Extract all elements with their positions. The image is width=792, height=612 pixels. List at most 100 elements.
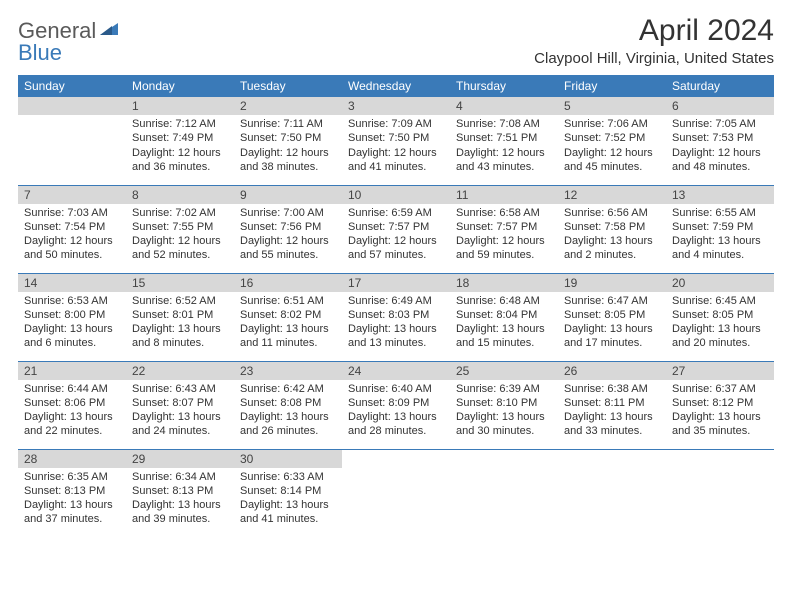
- daylight-line-1: Daylight: 13 hours: [240, 410, 336, 424]
- daylight-line-1: Daylight: 13 hours: [672, 322, 768, 336]
- sunset-line: Sunset: 7:54 PM: [24, 220, 120, 234]
- calendar-cell: 12Sunrise: 6:56 AMSunset: 7:58 PMDayligh…: [558, 185, 666, 273]
- sunrise-line: Sunrise: 7:05 AM: [672, 117, 768, 131]
- daylight-line-2: and 37 minutes.: [24, 512, 120, 526]
- sunset-line: Sunset: 7:51 PM: [456, 131, 552, 145]
- sunset-line: Sunset: 8:09 PM: [348, 396, 444, 410]
- day-number: [558, 450, 666, 468]
- day-details: Sunrise: 6:51 AMSunset: 8:02 PMDaylight:…: [234, 292, 342, 355]
- calendar-cell: [666, 449, 774, 537]
- day-details: Sunrise: 7:00 AMSunset: 7:56 PMDaylight:…: [234, 204, 342, 267]
- day-details: Sunrise: 6:56 AMSunset: 7:58 PMDaylight:…: [558, 204, 666, 267]
- day-number: 7: [18, 186, 126, 204]
- daylight-line-2: and 28 minutes.: [348, 424, 444, 438]
- daylight-line-2: and 22 minutes.: [24, 424, 120, 438]
- day-details: Sunrise: 6:55 AMSunset: 7:59 PMDaylight:…: [666, 204, 774, 267]
- day-number: 24: [342, 362, 450, 380]
- day-header-friday: Friday: [558, 75, 666, 97]
- sunrise-line: Sunrise: 7:08 AM: [456, 117, 552, 131]
- day-details: Sunrise: 7:02 AMSunset: 7:55 PMDaylight:…: [126, 204, 234, 267]
- sunset-line: Sunset: 7:50 PM: [348, 131, 444, 145]
- day-header-monday: Monday: [126, 75, 234, 97]
- calendar-cell: 15Sunrise: 6:52 AMSunset: 8:01 PMDayligh…: [126, 273, 234, 361]
- daylight-line-1: Daylight: 13 hours: [672, 234, 768, 248]
- sunrise-line: Sunrise: 7:03 AM: [24, 206, 120, 220]
- sunset-line: Sunset: 8:12 PM: [672, 396, 768, 410]
- calendar-cell: 24Sunrise: 6:40 AMSunset: 8:09 PMDayligh…: [342, 361, 450, 449]
- calendar-cell: 22Sunrise: 6:43 AMSunset: 8:07 PMDayligh…: [126, 361, 234, 449]
- daylight-line-2: and 52 minutes.: [132, 248, 228, 262]
- sunrise-line: Sunrise: 6:34 AM: [132, 470, 228, 484]
- day-number: [18, 97, 126, 115]
- sunrise-line: Sunrise: 6:58 AM: [456, 206, 552, 220]
- day-number: 11: [450, 186, 558, 204]
- daylight-line-1: Daylight: 12 hours: [132, 234, 228, 248]
- day-details: Sunrise: 6:44 AMSunset: 8:06 PMDaylight:…: [18, 380, 126, 443]
- sunrise-line: Sunrise: 6:49 AM: [348, 294, 444, 308]
- calendar-cell: 19Sunrise: 6:47 AMSunset: 8:05 PMDayligh…: [558, 273, 666, 361]
- daylight-line-1: Daylight: 12 hours: [672, 146, 768, 160]
- daylight-line-1: Daylight: 13 hours: [564, 322, 660, 336]
- daylight-line-1: Daylight: 12 hours: [456, 234, 552, 248]
- sunrise-line: Sunrise: 6:56 AM: [564, 206, 660, 220]
- day-details: Sunrise: 6:35 AMSunset: 8:13 PMDaylight:…: [18, 468, 126, 531]
- calendar-week-row: 7 Sunrise: 7:03 AMSunset: 7:54 PM Daylight…: [18, 185, 774, 273]
- header: General April 2024 Claypool Hill, Virgin…: [18, 14, 774, 67]
- day-number: 22: [126, 362, 234, 380]
- sunset-line: Sunset: 8:13 PM: [132, 484, 228, 498]
- daylight-line-2: and 50 minutes.: [24, 248, 120, 262]
- daylight-line-1: Daylight: 12 hours: [132, 146, 228, 160]
- day-details: Sunrise: 6:38 AMSunset: 8:11 PMDaylight:…: [558, 380, 666, 443]
- sunset-line: Sunset: 8:05 PM: [672, 308, 768, 322]
- day-header-thursday: Thursday: [450, 75, 558, 97]
- calendar-cell: 23Sunrise: 6:42 AMSunset: 8:08 PMDayligh…: [234, 361, 342, 449]
- day-number: 2: [234, 97, 342, 115]
- day-number: 26: [558, 362, 666, 380]
- sunset-line: Sunset: 7:55 PM: [132, 220, 228, 234]
- day-number: 21: [18, 362, 126, 380]
- sunrise-line: Sunrise: 6:39 AM: [456, 382, 552, 396]
- daylight-line-1: Daylight: 12 hours: [348, 146, 444, 160]
- day-details: Sunrise: 6:59 AMSunset: 7:57 PMDaylight:…: [342, 204, 450, 267]
- calendar-cell: 27Sunrise: 6:37 AMSunset: 8:12 PMDayligh…: [666, 361, 774, 449]
- calendar-week-row: 21Sunrise: 6:44 AMSunset: 8:06 PMDayligh…: [18, 361, 774, 449]
- daylight-line-2: and 48 minutes.: [672, 160, 768, 174]
- calendar-cell: 26Sunrise: 6:38 AMSunset: 8:11 PMDayligh…: [558, 361, 666, 449]
- calendar-cell: [558, 449, 666, 537]
- sunset-line: Sunset: 8:03 PM: [348, 308, 444, 322]
- logo-text-blue: Blue: [18, 40, 62, 65]
- day-details: Sunrise: 6:53 AMSunset: 8:00 PMDaylight:…: [18, 292, 126, 355]
- calendar-cell: 8Sunrise: 7:02 AMSunset: 7:55 PMDaylight…: [126, 185, 234, 273]
- calendar-cell: 25Sunrise: 6:39 AMSunset: 8:10 PMDayligh…: [450, 361, 558, 449]
- calendar-cell: 13Sunrise: 6:55 AMSunset: 7:59 PMDayligh…: [666, 185, 774, 273]
- calendar-cell: 21Sunrise: 6:44 AMSunset: 8:06 PMDayligh…: [18, 361, 126, 449]
- sunrise-line: Sunrise: 6:47 AM: [564, 294, 660, 308]
- calendar-cell: 30Sunrise: 6:33 AMSunset: 8:14 PMDayligh…: [234, 449, 342, 537]
- day-number: 1: [126, 97, 234, 115]
- sunrise-line: Sunrise: 6:37 AM: [672, 382, 768, 396]
- day-number: 23: [234, 362, 342, 380]
- day-number: 10: [342, 186, 450, 204]
- daylight-line-2: and 41 minutes.: [348, 160, 444, 174]
- day-number: 30: [234, 450, 342, 468]
- daylight-line-2: and 59 minutes.: [456, 248, 552, 262]
- sunrise-line: Sunrise: 6:51 AM: [240, 294, 336, 308]
- sunrise-line: Sunrise: 6:52 AM: [132, 294, 228, 308]
- sunset-line: Sunset: 8:05 PM: [564, 308, 660, 322]
- day-number: 13: [666, 186, 774, 204]
- day-details: Sunrise: 6:45 AMSunset: 8:05 PMDaylight:…: [666, 292, 774, 355]
- day-header-wednesday: Wednesday: [342, 75, 450, 97]
- daylight-line-1: Daylight: 13 hours: [24, 498, 120, 512]
- calendar-cell: 2Sunrise: 7:11 AMSunset: 7:50 PMDaylight…: [234, 97, 342, 185]
- daylight-line-1: Daylight: 13 hours: [564, 410, 660, 424]
- day-details: Sunrise: 6:58 AMSunset: 7:57 PMDaylight:…: [450, 204, 558, 267]
- sunrise-line: Sunrise: 6:33 AM: [240, 470, 336, 484]
- day-details: Sunrise: 7:05 AMSunset: 7:53 PMDaylight:…: [666, 115, 774, 178]
- sunset-line: Sunset: 7:49 PM: [132, 131, 228, 145]
- sunset-line: Sunset: 8:11 PM: [564, 396, 660, 410]
- day-number: [342, 450, 450, 468]
- day-details: Sunrise: 6:34 AMSunset: 8:13 PMDaylight:…: [126, 468, 234, 531]
- sunset-line: Sunset: 8:10 PM: [456, 396, 552, 410]
- calendar-week-row: 1Sunrise: 7:12 AMSunset: 7:49 PMDaylight…: [18, 97, 774, 185]
- daylight-line-1: Daylight: 13 hours: [24, 410, 120, 424]
